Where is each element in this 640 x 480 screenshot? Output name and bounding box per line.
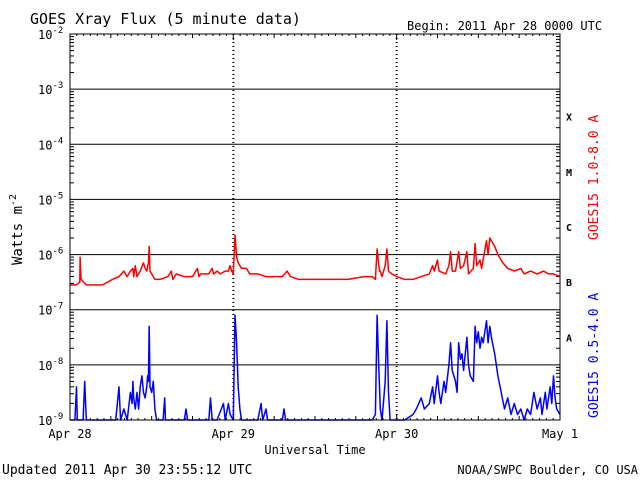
flare-class-A: A <box>566 333 572 344</box>
y-tick-label-4: 10-6 <box>38 247 63 263</box>
legend-blue: GOES15 0.5-4.0 A <box>587 293 602 418</box>
legend-blue-group: GOES15 0.5-4.0 A <box>587 293 602 418</box>
y-tick-label-3: 10-5 <box>38 191 63 207</box>
flare-class-X: X <box>566 113 572 124</box>
flare-class-M: M <box>566 168 572 179</box>
legend-red: GOES15 1.0-8.0 A <box>587 115 602 240</box>
y-axis-ticks: 10-2 10-3 10-4 10-5 10-6 10-7 10-8 10-9 <box>38 26 560 428</box>
flare-class-C: C <box>566 223 572 234</box>
chart-title: GOES Xray Flux (5 minute data) <box>30 10 301 28</box>
plot-frame <box>69 33 561 421</box>
begin-label: Begin: 2011 Apr 28 0000 UTC <box>407 19 602 33</box>
y-tick-label-0: 10-2 <box>38 26 63 42</box>
x-axis-label: Universal Time <box>264 443 365 457</box>
footer-updated: Updated 2011 Apr 30 23:55:12 UTC <box>2 463 252 478</box>
x-tick-label-3: May 1 <box>542 427 578 441</box>
series-line-0 <box>70 234 561 286</box>
x-tick-label-0: Apr 28 <box>48 427 91 441</box>
y-tick-label-5: 10-7 <box>38 302 63 318</box>
y-axis-label-exponent: -2 <box>8 194 19 206</box>
series-line-1 <box>70 314 561 421</box>
y-tick-label-6: 10-8 <box>38 357 63 373</box>
y-axis-label-group: Watts m-2 <box>8 194 26 265</box>
series-layer <box>70 234 561 421</box>
y-axis-label: Watts m <box>10 206 26 265</box>
x-tick-label-2: Apr 30 <box>375 427 418 441</box>
grid <box>70 34 560 420</box>
flare-class-B: B <box>566 278 572 289</box>
y-tick-label-1: 10-3 <box>38 81 63 97</box>
footer-source: NOAA/SWPC Boulder, CO USA <box>457 463 638 477</box>
y-tick-label-2: 10-4 <box>38 136 63 152</box>
y-tick-label-7: 10-9 <box>38 412 63 428</box>
legend-red-group: GOES15 1.0-8.0 A <box>587 115 602 240</box>
flare-class-labels: X M C B A <box>566 113 572 345</box>
svg-text:Watts m-2: Watts m-2 <box>8 194 26 265</box>
x-tick-label-1: Apr 29 <box>212 427 255 441</box>
